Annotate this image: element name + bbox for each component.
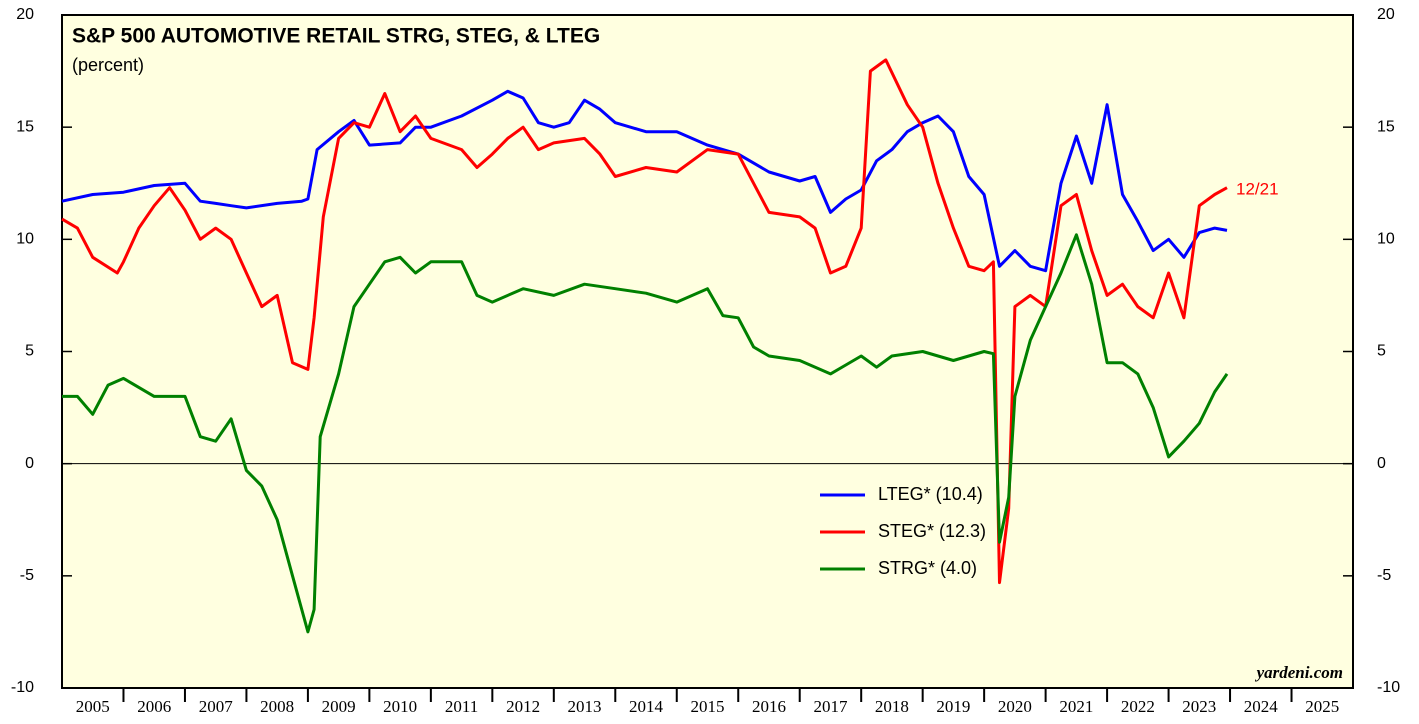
x-tick-label: 2023 bbox=[1182, 697, 1216, 716]
x-tick-label: 2020 bbox=[998, 697, 1032, 716]
x-tick-label: 2010 bbox=[383, 697, 417, 716]
x-tick-label: 2014 bbox=[629, 697, 664, 716]
y-tick-label: -5 bbox=[20, 567, 34, 584]
y-tick-label: 15 bbox=[16, 118, 34, 135]
legend-label: STRG* (4.0) bbox=[878, 558, 977, 578]
x-tick-label: 2018 bbox=[875, 697, 909, 716]
annotation: 12/21 bbox=[1236, 179, 1279, 198]
series-line bbox=[62, 233, 1229, 634]
x-tick-label: 2019 bbox=[936, 697, 970, 716]
x-tick-label: 2016 bbox=[752, 697, 786, 716]
y-tick-label-right: 0 bbox=[1377, 455, 1386, 472]
y-tick-label-right: 5 bbox=[1377, 343, 1386, 360]
x-tick-label: 2012 bbox=[506, 697, 540, 716]
y-tick-label: 20 bbox=[16, 6, 34, 23]
y-tick-label-right: 10 bbox=[1377, 231, 1395, 248]
x-tick-label: 2008 bbox=[260, 697, 294, 716]
plot-area bbox=[61, 14, 1354, 689]
x-tick-label: 2025 bbox=[1305, 697, 1339, 716]
y-tick-label: 0 bbox=[25, 455, 34, 472]
y-tick-label: -10 bbox=[11, 679, 34, 696]
legend-label: STEG* (12.3) bbox=[878, 521, 986, 541]
x-tick-label: 2015 bbox=[691, 697, 725, 716]
x-tick-label: 2022 bbox=[1121, 697, 1155, 716]
y-tick-label: 5 bbox=[25, 343, 34, 360]
x-tick-label: 2021 bbox=[1059, 697, 1093, 716]
x-tick-label: 2007 bbox=[199, 697, 234, 716]
x-tick-label: 2011 bbox=[445, 697, 478, 716]
x-tick-label: 2024 bbox=[1244, 697, 1279, 716]
x-tick-label: 2009 bbox=[322, 697, 356, 716]
y-tick-label-right: 20 bbox=[1377, 6, 1395, 23]
x-tick-label: 2005 bbox=[76, 697, 110, 716]
chart-title: S&P 500 AUTOMOTIVE RETAIL STRG, STEG, & … bbox=[72, 25, 600, 48]
x-tick-label: 2017 bbox=[813, 697, 848, 716]
y-tick-label-right: -10 bbox=[1377, 679, 1400, 696]
legend-label: LTEG* (10.4) bbox=[878, 484, 983, 504]
y-tick-label-right: 15 bbox=[1377, 118, 1395, 135]
x-tick-label: 2006 bbox=[137, 697, 171, 716]
y-tick-label-right: -5 bbox=[1377, 567, 1391, 584]
chart-subtitle: (percent) bbox=[72, 55, 144, 75]
y-tick-label: 10 bbox=[16, 231, 34, 248]
source: yardeni.com bbox=[1255, 663, 1343, 682]
x-tick-label: 2013 bbox=[568, 697, 602, 716]
series-line bbox=[61, 89, 1228, 273]
